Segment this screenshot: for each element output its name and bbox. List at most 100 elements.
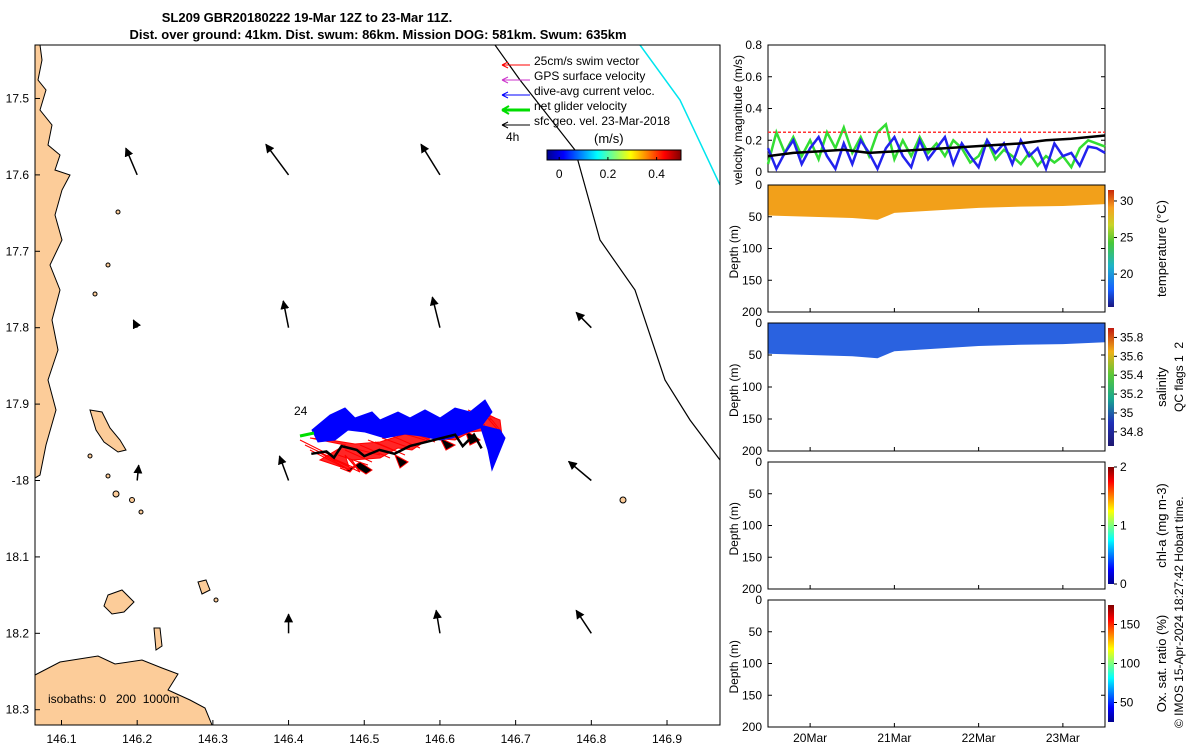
salinity-colorbar-tick-label: 35.6 xyxy=(1120,349,1144,363)
island xyxy=(103,589,135,615)
island xyxy=(89,409,127,453)
islet xyxy=(92,291,98,297)
oxygen-depth-tick-label: 100 xyxy=(742,657,762,671)
oxygen-depth-tick-label: 0 xyxy=(755,593,762,607)
svg-text:dive-avg current veloc.: dive-avg current veloc. xyxy=(534,84,655,98)
map-frame xyxy=(34,44,721,726)
map-x-axis: 146.1 146.2 146.3 146.4 146.5 146.6 146.7 146.8… xyxy=(46,720,682,746)
isobath-200m xyxy=(494,45,720,461)
map-colorbar xyxy=(546,149,682,161)
salinity-depth-tick-label: 200 xyxy=(742,444,762,458)
time-x-axis: 20Mar 21Mar 22Mar 23Mar xyxy=(793,731,1080,745)
current-vectors xyxy=(311,399,506,472)
oxygen-colorbar-tick-label: 150 xyxy=(1120,618,1140,632)
map-content xyxy=(35,45,720,725)
track-start-label: 24 xyxy=(294,404,308,418)
oxygen-depth-tick-label: 50 xyxy=(749,625,763,639)
time-x-tick-label: 21Mar xyxy=(877,731,911,745)
chl-a-colorbar-tick-label: 1 xyxy=(1120,519,1127,533)
legend-entry-net: net glider velocity xyxy=(501,99,627,115)
map-x-tick-label: 146.8 xyxy=(576,732,606,746)
temperature-depth-tick-label: 100 xyxy=(742,242,762,256)
velocity-y-tick-label: 0.4 xyxy=(745,102,762,116)
islet xyxy=(87,453,93,459)
island xyxy=(153,627,163,651)
oxygen-colorbar xyxy=(1108,605,1114,722)
temperature-depth-tick-label: 0 xyxy=(755,178,762,192)
geo-vector-arrow xyxy=(133,464,143,481)
islet xyxy=(112,490,120,498)
chl-a-colorbar xyxy=(1108,467,1114,584)
legend-entry-swim: 25cm/s swim vector xyxy=(501,54,639,69)
map-title-line1: SL209 GBR20180222 19-Mar 12Z to 23-Mar 1… xyxy=(162,10,452,25)
geo-vector-arrow xyxy=(280,300,290,328)
geo-vector-arrow xyxy=(429,296,441,328)
map-y-axis: 17.5 17.6 17.7 17.8 17.9 -18 18.1 18.2 18.3 xyxy=(6,91,40,717)
temperature-depth-tick-label: 50 xyxy=(749,210,763,224)
isobath-1000m xyxy=(639,45,720,186)
velocity-y-tick-label: 0 xyxy=(755,165,762,179)
legend-entry-current: dive-avg current veloc. xyxy=(501,84,655,99)
island xyxy=(197,579,211,595)
salinity-colorbar-tick-label: 35.4 xyxy=(1120,368,1144,382)
temperature-section xyxy=(768,185,1105,220)
glider-track-line xyxy=(311,432,483,460)
time-x-tick-label: 20Mar xyxy=(793,731,827,745)
temperature-colorbar-tick-label: 20 xyxy=(1120,267,1134,281)
islet xyxy=(619,496,627,504)
geo-vector-arrow xyxy=(132,319,142,330)
time-x-tick-label: 22Mar xyxy=(962,731,996,745)
geo-vector-arrow xyxy=(265,143,290,176)
map-x-tick-label: 146.6 xyxy=(425,732,455,746)
net-glider-velocity xyxy=(299,431,315,438)
salinity-depth-tick-label: 100 xyxy=(742,380,762,394)
islet xyxy=(115,209,121,215)
chl-a-ylabel: Depth (m) xyxy=(727,502,741,555)
qc-flags-label: QC flags 1 2 xyxy=(1172,342,1186,412)
map-y-tick-label: -18 xyxy=(12,474,30,488)
map-colorbar-ticks: 0 0.2 0.4 xyxy=(556,157,665,181)
island xyxy=(35,655,213,725)
velocity-y-axis: 0 0.2 0.4 0.6 0.8 xyxy=(745,38,1105,179)
svg-text:25cm/s swim vector: 25cm/s swim vector xyxy=(534,54,639,68)
salinity-depth-tick-label: 150 xyxy=(742,412,762,426)
temperature-ylabel: Depth (m) xyxy=(727,225,741,278)
chl-a-colorbar-tick-label: 2 xyxy=(1120,460,1127,474)
temperature-colorbar-label: temperature (°C) xyxy=(1154,200,1169,297)
velocity-series-line xyxy=(767,134,1106,158)
geo-vectors xyxy=(124,143,592,634)
map-y-tick-label: 18.3 xyxy=(6,703,30,717)
geo-vector-arrow xyxy=(433,609,442,634)
map-colorbar-tick-label: 0 xyxy=(556,167,563,181)
velocity-series xyxy=(766,122,1106,173)
oxygen-frame xyxy=(767,599,1106,728)
map-legend: 25cm/s swim vector GPS surface velocity … xyxy=(501,54,670,129)
geo-vector-arrow xyxy=(420,143,441,176)
map-title-line2: Dist. over ground: 41km. Dist. swum: 86k… xyxy=(129,27,626,42)
velocity-frame xyxy=(767,44,1106,173)
map-colorbar-tick-label: 0.4 xyxy=(648,167,665,181)
svg-text:net glider velocity: net glider velocity xyxy=(534,99,627,113)
islet xyxy=(213,597,219,603)
oxygen-colorbar-tick-label: 50 xyxy=(1120,696,1134,710)
chl-a-colorbar-tick-label: 0 xyxy=(1120,577,1127,591)
temperature-colorbar-tick-label: 25 xyxy=(1120,231,1134,245)
chl-a-colorbar-label: chl-a (mg m-3) xyxy=(1154,483,1169,568)
islet xyxy=(105,262,111,268)
chl-a-depth-tick-label: 100 xyxy=(742,519,762,533)
map-x-tick-label: 146.3 xyxy=(198,732,228,746)
mainland-coast xyxy=(35,45,71,479)
islet xyxy=(129,497,135,503)
temperature-colorbar-tick-label: 30 xyxy=(1120,194,1134,208)
oxygen-depth-tick-label: 150 xyxy=(742,688,762,702)
oxygen-colorbar-label: Ox. sat. ratio (%) xyxy=(1154,615,1169,713)
map-x-tick-label: 146.9 xyxy=(652,732,682,746)
map-x-tick-label: 146.4 xyxy=(274,732,304,746)
velocity-ylabel: velocity magnitude (m/s) xyxy=(731,55,745,185)
salinity-colorbar xyxy=(1108,328,1114,446)
map-colorbar-label: (m/s) xyxy=(594,131,624,146)
chl-a-frame xyxy=(767,461,1106,590)
map-y-tick-label: 17.9 xyxy=(6,397,30,411)
map-y-tick-label: 17.5 xyxy=(6,91,30,105)
